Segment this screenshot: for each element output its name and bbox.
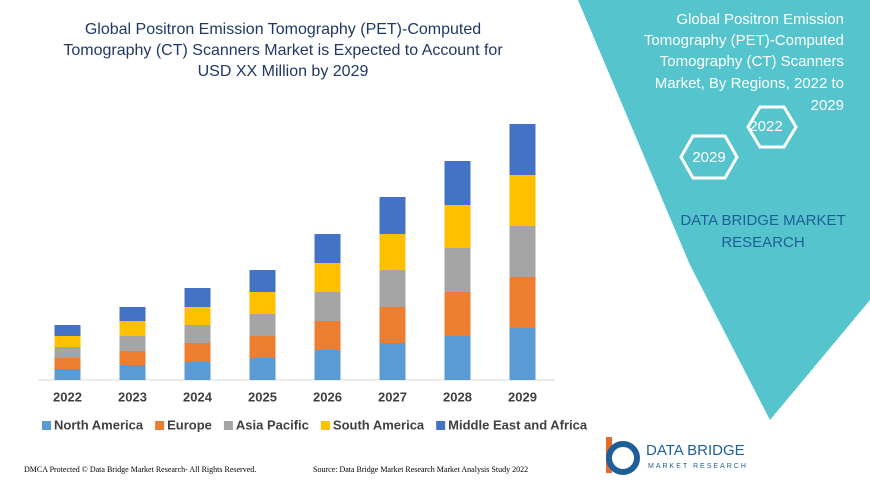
x-tick-label: 2025 [248,389,277,404]
footer-right: Source: Data Bridge Market Research Mark… [313,465,528,474]
bar-segment [249,314,276,336]
legend-swatch [223,421,233,430]
bar-segment [54,358,81,369]
legend-swatch [320,421,330,430]
x-tick-label: 2027 [378,389,407,404]
bar-segment [249,358,276,380]
bar-segment [119,336,146,351]
logo-tagline: MARKET RESEARCH [648,463,748,470]
side-title: Global Positron Emission [676,11,844,28]
bar-segment [509,226,536,277]
side-title: Tomography (PET)-Computed [644,32,844,49]
x-tick-label: 2028 [443,389,472,404]
x-tick-label: 2024 [183,389,213,404]
logo-name: DATA BRIDGE [646,442,745,459]
legend-label: North America [54,417,144,432]
bar-segment [119,307,146,321]
bar-segment [184,307,211,325]
chart-title: Global Positron Emission Tomography (PET… [85,21,481,38]
bar-segment [184,362,211,380]
legend-label: South America [333,417,425,432]
chart-title: Tomography (CT) Scanners Market is Expec… [63,42,503,59]
bar-segment [509,328,536,380]
x-tick-label: 2022 [53,389,82,404]
x-tick-label: 2026 [313,389,342,404]
bar-segment [509,124,536,175]
bar-segment [379,343,406,380]
legend-swatch [436,421,446,430]
bar-segment [54,325,81,336]
legend-label: Asia Pacific [236,417,309,432]
bar-segment [249,292,276,314]
chart-title: USD XX Million by 2029 [198,63,369,80]
legend-swatch [42,421,51,430]
side-title: Market, By Regions, 2022 to [655,75,844,92]
hexagon [679,134,739,180]
brand: RESEARCH [721,234,804,251]
bar-segment [379,197,406,234]
logo-mark [606,441,640,475]
logo: DATA BRIDGE MARKET RESEARCH [606,437,748,475]
bar-segment [444,336,471,380]
bar-segment [314,292,341,321]
hex-label: 2029 [692,149,725,166]
bar-segment [54,336,81,347]
bar-segment [379,234,406,270]
bar-segment [119,351,146,365]
bar-segment [184,325,211,343]
bar-segment [54,369,81,380]
side-panel [578,0,870,420]
bar-segment [314,350,341,380]
hex-label: 2022 [749,118,782,135]
bar-segment [509,175,536,226]
brand: DATA BRIDGE MARKET [680,212,845,229]
bar-segment [184,343,211,362]
side-title: Tomography (CT) Scanners [660,53,844,70]
bar-segment [379,307,406,343]
legend-label: Middle East and Africa [448,417,588,432]
bar-segment [314,263,341,292]
bar-segment [314,321,341,350]
bar-segment [444,205,471,248]
bar-segment [444,248,471,292]
bar-segment [119,365,146,380]
bar-segment [444,292,471,336]
bar-segment [249,336,276,358]
bar-segment [379,270,406,307]
bar-segment [119,321,146,336]
legend-swatch [155,421,165,430]
bar-segment [54,347,81,358]
x-tick-label: 2029 [508,389,537,404]
bar-segment [249,270,276,292]
bar-segment [314,234,341,263]
hexagon [746,105,798,149]
legend-label: Europe [167,417,212,432]
bar-segment [184,288,211,307]
bar-segment [509,277,536,328]
bar-segment [444,161,471,205]
x-tick-label: 2023 [118,389,147,404]
footer-left: DMCA Protected © Data Bridge Market Rese… [24,465,256,474]
side-title: 2029 [811,97,844,114]
